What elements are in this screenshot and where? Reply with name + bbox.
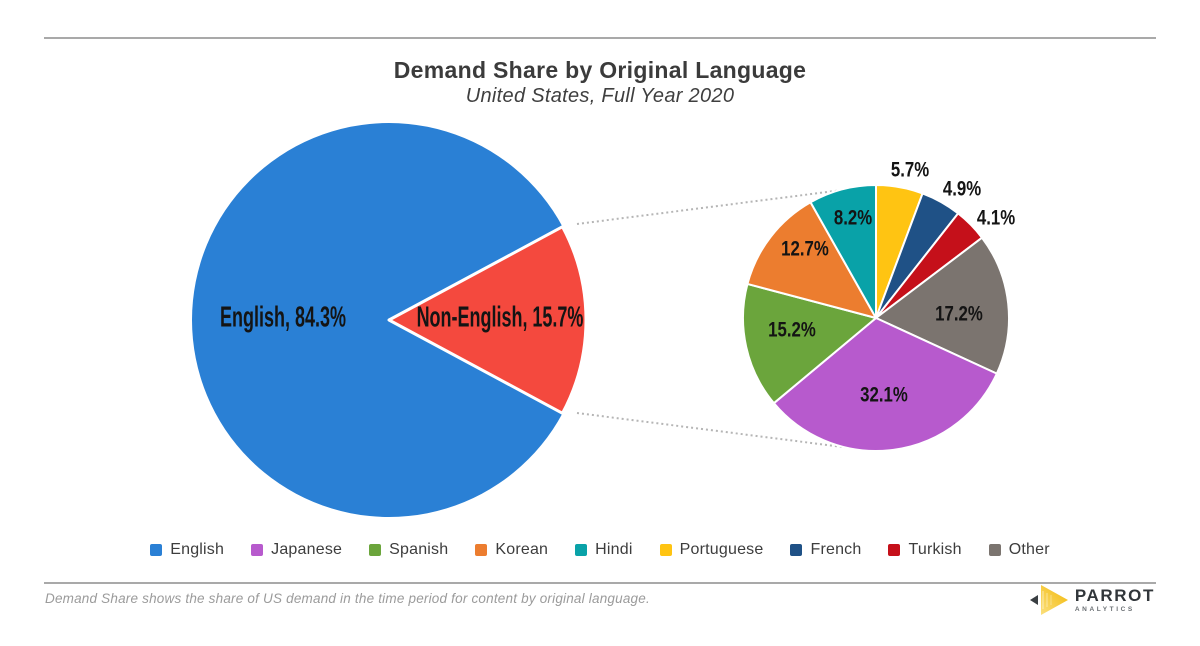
- legend-swatch-korean: [475, 544, 488, 556]
- logo-back-arrow-icon: [1029, 595, 1038, 605]
- legend-item-korean: Korean: [475, 541, 548, 559]
- parrot-logo-icon: [1029, 585, 1068, 615]
- pie-label-korean: 12.7%: [781, 237, 829, 261]
- pie-slice-other: [875, 236, 1011, 375]
- logo-wordmark: PARROT ANALYTICS: [1075, 587, 1155, 614]
- footnote: Demand Share shows the share of US deman…: [45, 591, 650, 606]
- pie-label-french: 4.9%: [942, 177, 982, 201]
- legend-swatch-other: [988, 544, 1001, 556]
- logo-sub-text: ANALYTICS: [1074, 605, 1135, 613]
- legend-swatch-turkish: [888, 544, 901, 556]
- pie-slice-spanish: [742, 282, 877, 405]
- pie-label-portuguese: 5.7%: [890, 158, 930, 182]
- logo-brand-text: PARROT: [1074, 585, 1155, 605]
- legend-label-other: Other: [1008, 541, 1050, 558]
- pie-label-other: 17.2%: [935, 302, 983, 326]
- legend-item-french: French: [790, 541, 861, 559]
- pie-label-japanese: 32.1%: [860, 383, 908, 407]
- footer-divider: [44, 582, 1156, 584]
- chart-subtitle: United States, Full Year 2020: [465, 85, 735, 107]
- legend-item-japanese: Japanese: [251, 541, 342, 559]
- pie-label-spanish: 15.2%: [768, 318, 816, 342]
- pie-slice-korean: [746, 201, 877, 319]
- legend-label-korean: Korean: [495, 541, 549, 558]
- legend-item-portuguese: Portuguese: [659, 541, 764, 559]
- legend-item-hindi: Hindi: [575, 541, 632, 559]
- legend-label-japanese: Japanese: [271, 541, 343, 558]
- pie-label-hindi: 8.2%: [833, 206, 873, 230]
- pie-label-english: English, 84.3%: [220, 301, 346, 334]
- legend-swatch-english: [150, 544, 163, 556]
- legend-swatch-hindi: [575, 544, 588, 556]
- pie-label-turkish: 4.1%: [976, 206, 1016, 230]
- parrot-analytics-logo: PARROT ANALYTICS: [1029, 584, 1155, 616]
- legend-label-spanish: Spanish: [389, 541, 449, 558]
- legend-item-other: Other: [988, 541, 1050, 559]
- chart-legend: English Japanese Spanish Korean Hindi Portugu…: [0, 541, 1200, 559]
- legend-swatch-japanese: [251, 544, 264, 556]
- legend-item-turkish: Turkish: [888, 541, 962, 559]
- legend-label-hindi: Hindi: [595, 541, 633, 558]
- legend-swatch-spanish: [369, 544, 382, 556]
- legend-label-french: French: [810, 541, 862, 558]
- logo-triangle-icon: [1040, 585, 1068, 615]
- top-divider: [44, 37, 1156, 39]
- pie-label-non-english: Non-English, 15.7%: [416, 301, 584, 334]
- legend-label-portuguese: Portuguese: [679, 541, 764, 558]
- pie-slice-japanese: [772, 317, 998, 452]
- chart-title: Demand Share by Original Language: [393, 57, 807, 83]
- legend-item-english: English: [150, 541, 224, 559]
- legend-label-turkish: Turkish: [908, 541, 962, 558]
- pie-slice-hindi: [809, 184, 877, 319]
- pie-slice-non-english: [387, 225, 588, 415]
- legend-label-english: English: [170, 541, 225, 558]
- legend-swatch-portuguese: [659, 544, 672, 556]
- legend-item-spanish: Spanish: [369, 541, 448, 559]
- legend-swatch-french: [790, 544, 803, 556]
